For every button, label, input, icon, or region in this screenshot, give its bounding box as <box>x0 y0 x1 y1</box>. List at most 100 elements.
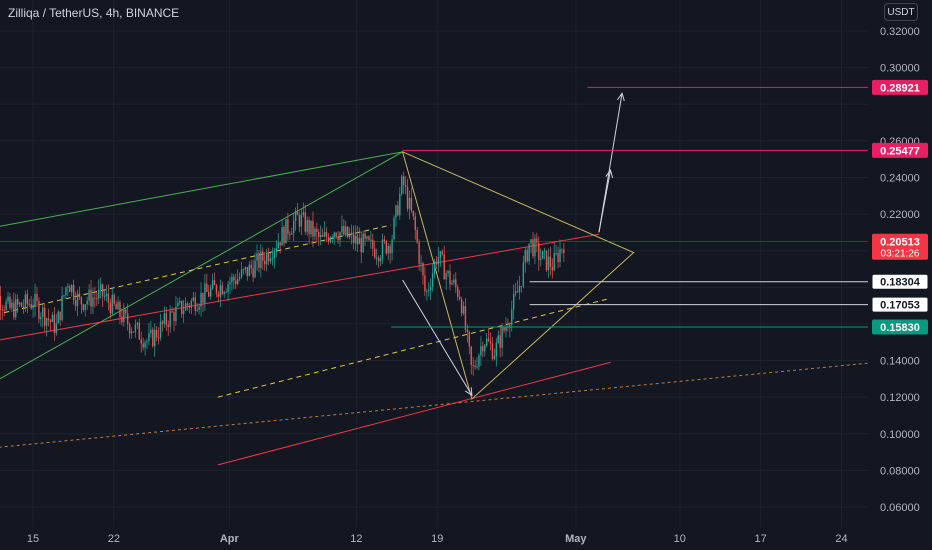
candle-body <box>339 232 341 241</box>
candle-body <box>354 235 357 244</box>
candle-body <box>1 309 3 311</box>
candle-body <box>167 324 169 328</box>
candle <box>466 324 469 343</box>
candle <box>155 326 158 341</box>
candle <box>321 228 324 237</box>
candle-body <box>451 282 453 285</box>
candle <box>451 279 453 285</box>
candle-body <box>289 233 291 235</box>
candle-body <box>26 294 29 304</box>
candle <box>404 176 407 195</box>
price-axis-ticks: 0.320000.300000.260000.240000.220000.140… <box>880 26 920 514</box>
candle-body <box>72 285 75 300</box>
candle-body <box>418 242 420 264</box>
candle-body <box>368 236 370 240</box>
price-tag: 0.17053 <box>871 296 929 313</box>
candle <box>188 302 191 314</box>
candle-body <box>130 331 133 334</box>
candle <box>482 341 484 358</box>
candle <box>72 279 75 305</box>
candle <box>298 211 301 233</box>
candle-body <box>501 327 503 348</box>
arrow-head <box>617 92 625 102</box>
arrow-head <box>605 169 614 178</box>
chart-plot-area[interactable] <box>0 0 868 527</box>
candle <box>512 284 515 320</box>
candle <box>310 220 312 238</box>
candle <box>150 320 152 338</box>
candle <box>44 303 46 333</box>
price-axis[interactable]: 0.320000.300000.260000.240000.220000.140… <box>868 0 932 550</box>
candle <box>136 321 139 329</box>
drawing-annotations[interactable] <box>0 92 868 466</box>
candle <box>372 233 374 257</box>
candle-body <box>468 331 470 347</box>
candle-body <box>55 323 57 334</box>
candle-body <box>541 251 544 259</box>
arrow-drawing <box>598 92 625 233</box>
candle <box>271 247 274 266</box>
candle <box>165 307 167 331</box>
candle <box>92 287 94 314</box>
candle <box>375 248 378 266</box>
candle-body <box>53 314 56 334</box>
candle-body <box>466 329 469 332</box>
candle <box>551 258 553 279</box>
currency-button[interactable]: USDT <box>884 3 918 21</box>
candle-body <box>273 250 276 259</box>
candle <box>13 292 15 320</box>
price-tag-label: 0.20513 <box>880 236 920 248</box>
candle-body <box>269 258 272 262</box>
candle-body <box>179 301 181 303</box>
candle-body <box>457 287 459 297</box>
candle-body <box>318 231 320 238</box>
candle <box>480 336 482 367</box>
candle <box>487 328 490 343</box>
candle-body <box>219 285 222 297</box>
candle-body <box>555 253 557 255</box>
bar-countdown: 03:21:26 <box>881 248 920 259</box>
candle <box>265 248 268 272</box>
candle-body <box>428 289 430 291</box>
candle-body <box>240 269 243 278</box>
candle <box>358 227 360 245</box>
candle <box>240 262 243 280</box>
candle-body <box>126 313 129 325</box>
candle-body <box>80 297 83 305</box>
candle-body <box>13 302 15 318</box>
candle <box>540 248 542 267</box>
time-axis[interactable]: 15 22 Apr 12 19 May 10 17 24 <box>0 527 868 550</box>
candle-body <box>154 329 156 347</box>
candle <box>499 325 501 358</box>
candle-body <box>186 303 189 306</box>
candle <box>306 216 308 236</box>
candle-body <box>200 292 202 307</box>
candle <box>431 264 434 292</box>
candle-body <box>306 220 308 232</box>
candle-body <box>142 343 144 348</box>
candle-body <box>192 297 195 301</box>
dashed-midline <box>217 297 611 398</box>
candle-body <box>472 364 474 366</box>
candle <box>134 319 137 338</box>
candle <box>76 289 79 317</box>
candle <box>275 240 277 258</box>
candle <box>333 231 335 245</box>
candle <box>80 296 83 315</box>
candle <box>385 239 388 256</box>
candle-body <box>119 302 121 317</box>
candle <box>109 298 112 319</box>
candle <box>327 233 330 245</box>
candle-body <box>161 321 164 324</box>
candle <box>82 303 84 312</box>
candle-body <box>152 329 154 347</box>
candle <box>426 288 428 301</box>
candle-body <box>420 263 422 265</box>
candle-body <box>246 267 249 276</box>
candle <box>557 246 559 269</box>
candle <box>119 299 121 324</box>
candle <box>138 318 140 340</box>
candle-body <box>123 309 125 323</box>
candle <box>1 304 3 321</box>
